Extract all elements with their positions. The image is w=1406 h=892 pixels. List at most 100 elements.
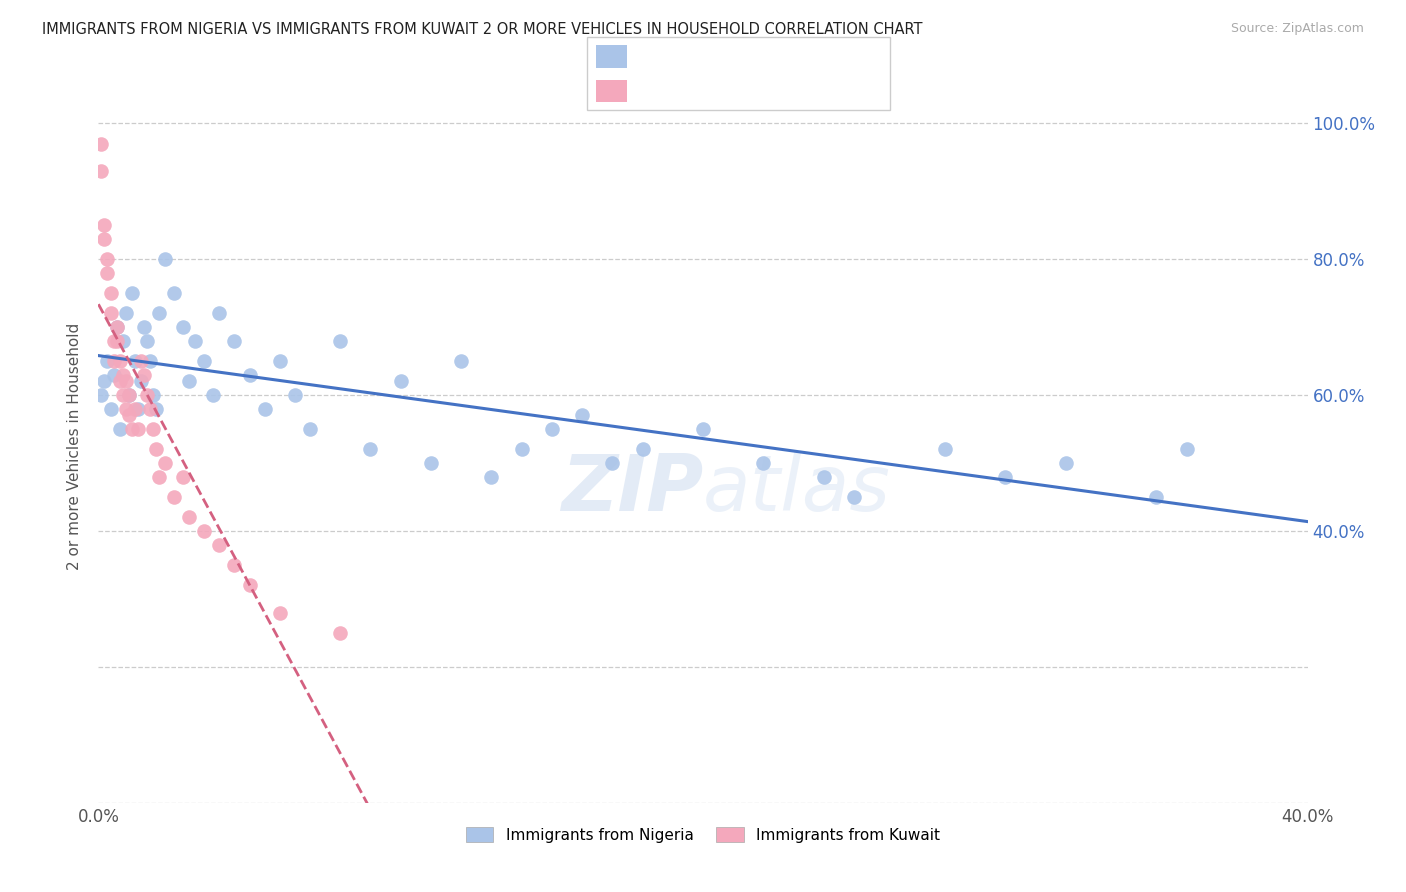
Point xyxy=(135,388,157,402)
Point xyxy=(127,401,149,416)
Text: -0.127: -0.127 xyxy=(676,46,745,66)
Point xyxy=(105,320,128,334)
Text: Source: ZipAtlas.com: Source: ZipAtlas.com xyxy=(1230,22,1364,36)
Point xyxy=(108,354,131,368)
Point xyxy=(90,136,112,151)
Point xyxy=(105,334,128,348)
Point xyxy=(121,286,143,301)
Point xyxy=(148,306,170,320)
FancyBboxPatch shape xyxy=(596,45,627,68)
Point xyxy=(450,354,472,368)
Point xyxy=(108,375,131,389)
Text: 40: 40 xyxy=(803,81,830,101)
Point xyxy=(752,456,775,470)
FancyBboxPatch shape xyxy=(586,37,890,110)
Point xyxy=(420,456,443,470)
Point xyxy=(1175,442,1198,457)
Point xyxy=(93,375,115,389)
Point xyxy=(90,388,112,402)
Point xyxy=(239,368,262,382)
Point xyxy=(172,320,194,334)
Text: ZIP: ZIP xyxy=(561,450,703,527)
Point xyxy=(202,388,225,402)
Point xyxy=(1144,490,1167,504)
Point xyxy=(114,306,136,320)
Point xyxy=(224,334,246,348)
Point xyxy=(148,469,170,483)
Point xyxy=(114,401,136,416)
Point xyxy=(329,626,352,640)
Point xyxy=(121,422,143,436)
Text: atlas: atlas xyxy=(703,450,891,527)
Text: IMMIGRANTS FROM NIGERIA VS IMMIGRANTS FROM KUWAIT 2 OR MORE VEHICLES IN HOUSEHOL: IMMIGRANTS FROM NIGERIA VS IMMIGRANTS FR… xyxy=(42,22,922,37)
Point xyxy=(111,388,134,402)
Legend: Immigrants from Nigeria, Immigrants from Kuwait: Immigrants from Nigeria, Immigrants from… xyxy=(460,821,946,848)
Point xyxy=(127,422,149,436)
Point xyxy=(103,368,125,382)
Point xyxy=(96,266,118,280)
Point xyxy=(142,388,165,402)
Point xyxy=(163,490,186,504)
Point xyxy=(172,469,194,483)
FancyBboxPatch shape xyxy=(596,79,627,103)
Point xyxy=(100,401,122,416)
Point xyxy=(631,442,654,457)
Point xyxy=(103,354,125,368)
Point xyxy=(153,252,176,266)
Point xyxy=(239,578,262,592)
Point xyxy=(208,306,231,320)
Point xyxy=(269,354,291,368)
Point xyxy=(994,469,1017,483)
Point xyxy=(1054,456,1077,470)
Point xyxy=(139,401,162,416)
Point xyxy=(269,606,291,620)
Text: N =: N = xyxy=(763,47,803,65)
Point xyxy=(145,401,167,416)
Point xyxy=(813,469,835,483)
Point xyxy=(481,469,503,483)
Point xyxy=(129,375,152,389)
Text: N =: N = xyxy=(763,82,803,100)
Point xyxy=(124,354,146,368)
Point xyxy=(844,490,866,504)
Point xyxy=(135,334,157,348)
Y-axis label: 2 or more Vehicles in Household: 2 or more Vehicles in Household xyxy=(67,322,83,570)
Point xyxy=(118,409,141,423)
Point xyxy=(540,422,562,436)
Point xyxy=(224,558,246,572)
Point xyxy=(179,510,201,524)
Point xyxy=(96,252,118,266)
Point xyxy=(103,334,125,348)
Point xyxy=(193,524,215,538)
Point xyxy=(208,537,231,551)
Point xyxy=(510,442,533,457)
Point xyxy=(96,354,118,368)
Text: R =: R = xyxy=(636,82,675,100)
Point xyxy=(114,375,136,389)
Point xyxy=(132,320,155,334)
Point xyxy=(111,368,134,382)
Point xyxy=(184,334,207,348)
Point xyxy=(118,388,141,402)
Point xyxy=(153,456,176,470)
Point xyxy=(93,232,115,246)
Text: 54: 54 xyxy=(803,46,831,66)
Point xyxy=(118,388,141,402)
Point xyxy=(105,320,128,334)
Point xyxy=(93,218,115,232)
Point xyxy=(284,388,307,402)
Point xyxy=(193,354,215,368)
Point xyxy=(108,422,131,436)
Point xyxy=(253,401,276,416)
Point xyxy=(139,354,162,368)
Point xyxy=(571,409,593,423)
Text: 0.056: 0.056 xyxy=(676,81,738,101)
Point xyxy=(124,401,146,416)
Point xyxy=(145,442,167,457)
Text: R =: R = xyxy=(636,47,675,65)
Point xyxy=(132,368,155,382)
Point xyxy=(129,354,152,368)
Point xyxy=(142,422,165,436)
Point xyxy=(100,306,122,320)
Point xyxy=(90,163,112,178)
